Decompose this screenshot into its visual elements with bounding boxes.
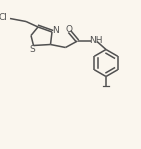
Text: N: N — [52, 26, 59, 35]
Text: O: O — [65, 24, 72, 34]
Text: S: S — [30, 45, 35, 55]
Text: NH: NH — [89, 35, 102, 45]
Text: Cl: Cl — [0, 14, 7, 22]
